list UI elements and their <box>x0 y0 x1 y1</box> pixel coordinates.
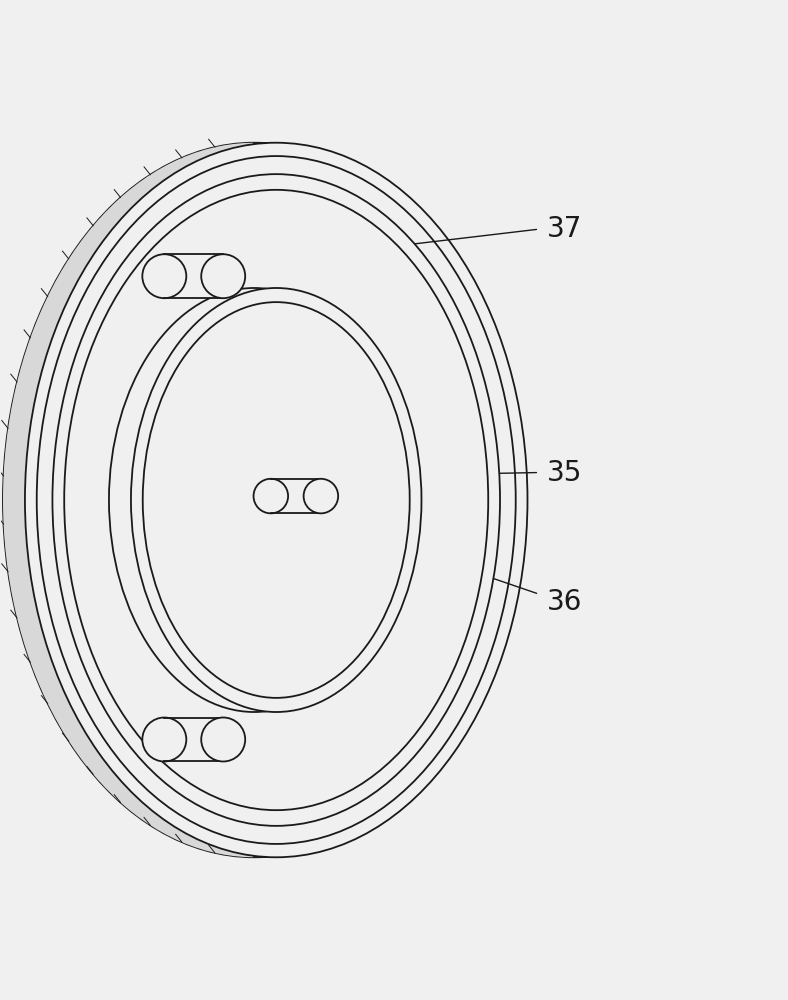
Ellipse shape <box>143 718 186 761</box>
Ellipse shape <box>201 254 245 298</box>
Polygon shape <box>271 479 321 513</box>
Text: 35: 35 <box>547 459 582 487</box>
Ellipse shape <box>25 143 527 857</box>
Ellipse shape <box>201 718 245 761</box>
Polygon shape <box>3 143 277 857</box>
Ellipse shape <box>64 190 489 810</box>
Polygon shape <box>165 718 223 761</box>
Ellipse shape <box>131 288 422 712</box>
Ellipse shape <box>143 254 186 298</box>
Ellipse shape <box>254 479 288 513</box>
Ellipse shape <box>143 302 410 698</box>
Ellipse shape <box>303 479 338 513</box>
Text: 36: 36 <box>547 588 582 616</box>
Polygon shape <box>165 254 223 298</box>
Ellipse shape <box>3 143 505 857</box>
Ellipse shape <box>53 174 500 826</box>
Ellipse shape <box>37 156 515 844</box>
Text: 37: 37 <box>547 215 582 243</box>
